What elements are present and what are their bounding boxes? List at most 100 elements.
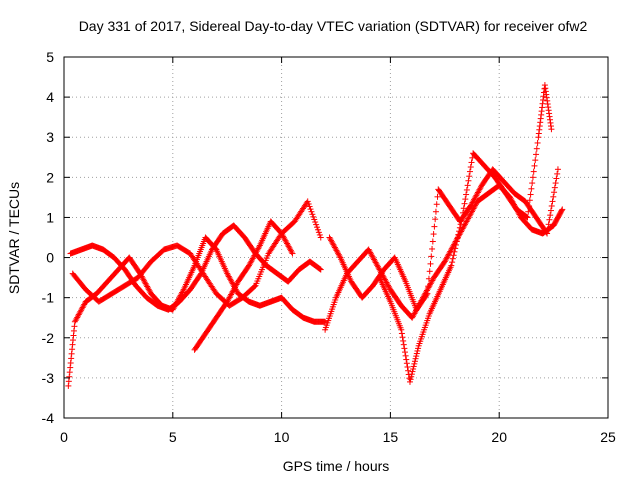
data-point [548,126,555,133]
x-tick-label: 15 [383,429,399,445]
data-point [533,151,540,158]
data-point [558,207,565,214]
data-point [426,268,433,275]
data-point [543,229,550,236]
data-point [456,228,463,235]
x-tick-label: 20 [491,429,507,445]
data-point [526,202,533,209]
data-point [453,238,460,245]
data-point [423,291,430,298]
data-point [547,212,554,219]
data-point [411,360,418,367]
y-tick-label: -1 [42,290,55,306]
data-point [553,175,560,182]
data-point [425,275,432,282]
data-point [531,162,538,169]
data-point [403,360,410,367]
data-point [313,221,320,228]
data-point [316,266,323,273]
data-point [523,213,530,220]
data-point [533,145,540,152]
data-point [465,177,472,184]
data-point [448,262,455,269]
data-point [467,164,474,171]
data-point [408,373,415,380]
data-point [412,355,419,362]
data-point [431,223,438,230]
data-point [554,166,561,173]
data-point [312,219,319,226]
y-tick-label: -3 [42,370,55,386]
data-point [405,367,412,374]
data-point [316,231,323,238]
data-point [314,226,321,233]
data-point [551,189,558,196]
data-point [408,371,415,378]
data-point [409,368,416,375]
data-point [427,260,434,267]
data-point [432,208,439,215]
chart-title: Day 331 of 2017, Sidereal Day-to-day VTE… [79,18,588,34]
data-point [548,202,555,209]
data-point [289,250,296,257]
data-point [413,350,420,357]
data-point [524,214,531,221]
data-point [311,216,318,223]
data-point [457,221,464,228]
data-point [547,207,554,214]
data-point [466,168,473,175]
x-tick-label: 25 [600,429,616,445]
data-point [454,235,461,242]
data-point [455,231,462,238]
data-point [306,203,313,210]
data-point [179,288,186,295]
grid-lines [64,57,608,418]
y-tick-label: 0 [46,250,54,266]
data-point [527,191,534,198]
data-point [530,168,537,175]
data-point [451,248,458,255]
data-point [407,376,414,383]
data-point [317,266,324,273]
data-point [452,245,459,252]
y-tick-label: 2 [46,169,54,185]
data-point [468,159,475,166]
data-point [452,241,459,248]
data-point [554,170,561,177]
axis-ticks: 0 5 10 15 20 25 -4 -3 -2 -1 0 1 2 3 4 5 [42,49,616,445]
data-point [462,196,469,203]
data-point [459,209,466,216]
data-point [464,182,471,189]
data-point [251,283,258,290]
data-point [552,180,559,187]
data-point [545,221,552,228]
x-tick-label: 0 [60,429,68,445]
data-point [413,353,420,360]
x-tick-label: 5 [169,429,177,445]
data-point [308,208,315,215]
data-point [398,330,405,337]
plot-frame [63,56,609,419]
data-point [450,252,457,259]
data-point [414,347,421,354]
data-point [288,249,295,256]
data-point [449,259,456,266]
y-tick-label: 3 [46,129,54,145]
data-point [399,334,406,341]
data-point [466,173,473,180]
data-point [460,205,467,212]
y-tick-label: 4 [46,89,54,105]
data-point [525,208,532,215]
data-point [310,213,317,220]
data-point [406,378,413,385]
x-tick-label: 10 [274,429,290,445]
data-point [434,193,441,200]
data-point [433,201,440,208]
data-point [463,186,470,193]
data-point [544,230,551,237]
data-points [65,82,566,389]
y-axis-label: SDTVAR / TECUs [6,182,22,294]
data-point [309,211,316,218]
data-point [425,283,432,290]
data-point [458,217,465,224]
